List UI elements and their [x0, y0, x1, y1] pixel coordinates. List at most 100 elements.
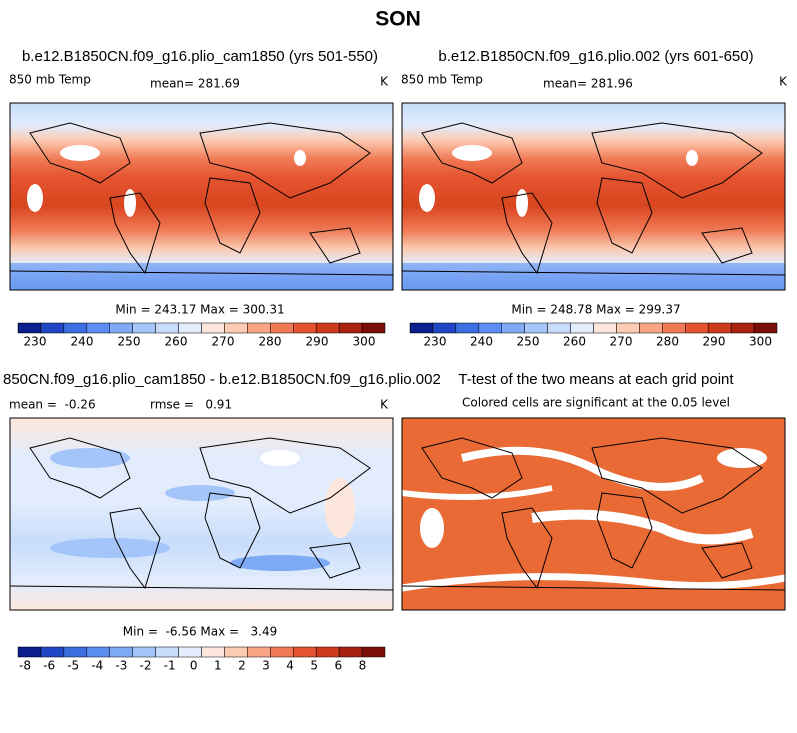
colorbar-cell — [593, 322, 617, 334]
colorbar-cell — [293, 646, 317, 658]
colorbar-cell — [501, 322, 525, 334]
figure-title: SON — [375, 8, 421, 31]
panel-title: b.e12.B1850CN.f09_g16.plio.002 (yrs 601-… — [438, 48, 753, 65]
colorbar-label: 2 — [238, 659, 246, 673]
colorbar: 230 240 250 260 270 280 290 300 — [17, 322, 386, 349]
colorbar-label: 260 — [563, 335, 586, 349]
colorbar-label: 290 — [703, 335, 726, 349]
colorbar-label: 300 — [353, 335, 376, 349]
colorbar-cell — [224, 646, 248, 658]
colorbar-cell — [361, 646, 386, 658]
colorbar-cell — [132, 646, 156, 658]
colorbar-label: 290 — [306, 335, 329, 349]
colorbar-cell — [409, 322, 434, 334]
colorbar-label: 4 — [286, 659, 294, 673]
colorbar-label: -1 — [164, 659, 176, 673]
colorbar-label: 8 — [359, 659, 367, 673]
colorbar-label: -6 — [43, 659, 55, 673]
map — [401, 102, 786, 291]
colorbar-cell — [338, 646, 363, 658]
panel-title: 850CN.f09_g16.plio_cam1850 - b.e12.B1850… — [3, 371, 441, 388]
map — [9, 417, 394, 611]
colorbar-label: -8 — [19, 659, 31, 673]
colorbar-label: -4 — [91, 659, 103, 673]
map — [401, 417, 786, 611]
units-label: K — [380, 75, 389, 89]
mean-label: mean = -0.26 — [9, 398, 96, 412]
panel-subtitle: Colored cells are significant at the 0.0… — [462, 396, 730, 410]
colorbar-cell — [224, 322, 248, 334]
colorbar-label: -3 — [115, 659, 127, 673]
colorbar-cell — [247, 646, 271, 658]
colorbar-cell — [270, 646, 294, 658]
colorbar-label: 240 — [470, 335, 493, 349]
colorbar-cell — [63, 322, 88, 334]
colorbar-label: 280 — [259, 335, 282, 349]
colorbar-cell — [361, 322, 386, 334]
colorbar-label: -5 — [67, 659, 79, 673]
colorbar-cell — [707, 322, 732, 334]
map — [9, 102, 394, 291]
mean-label: mean= 281.69 — [150, 77, 240, 91]
colorbar-label: 5 — [310, 659, 318, 673]
colorbar-label: -2 — [140, 659, 152, 673]
variable-label: 850 mb Temp — [401, 73, 483, 87]
colorbar-cell — [753, 322, 778, 334]
colorbar-label: 260 — [165, 335, 188, 349]
stats-label: Min = -6.56 Max = 3.49 — [123, 625, 278, 639]
colorbar-label: 0 — [190, 659, 198, 673]
colorbar-cell — [40, 322, 65, 334]
colorbar-label: 280 — [656, 335, 679, 349]
colorbar-cell — [109, 646, 133, 658]
colorbar-label: 250 — [118, 335, 141, 349]
colorbar-cell — [247, 322, 271, 334]
colorbar-cell — [155, 646, 179, 658]
colorbar-cell — [685, 322, 709, 334]
panel-title: T-test of the two means at each grid poi… — [458, 371, 734, 388]
mean-label: mean= 281.96 — [543, 77, 633, 91]
colorbar-cell — [86, 322, 110, 334]
stats-label: Min = 248.78 Max = 299.37 — [511, 303, 680, 317]
colorbar: -8 -6 -5 -4 -3 -2 -1 0 1 2 3 4 5 6 8 — [17, 646, 386, 673]
colorbar-cell — [293, 322, 317, 334]
colorbar-label: 6 — [334, 659, 342, 673]
colorbar-cell — [155, 322, 179, 334]
stats-label: Min = 243.17 Max = 300.31 — [115, 303, 284, 317]
colorbar-label: 270 — [610, 335, 633, 349]
colorbar-cell — [639, 322, 663, 334]
colorbar-label: 250 — [517, 335, 540, 349]
colorbar-cell — [662, 322, 686, 334]
colorbar-cell — [547, 322, 571, 334]
colorbar-cell — [524, 322, 548, 334]
colorbar-cell — [455, 322, 480, 334]
colorbar-label: 3 — [262, 659, 270, 673]
colorbar-cell — [17, 322, 42, 334]
colorbar-cell — [17, 646, 42, 658]
units-label: K — [779, 75, 788, 89]
colorbar-cell — [178, 646, 202, 658]
panel-title: b.e12.B1850CN.f09_g16.plio_cam1850 (yrs … — [22, 48, 378, 65]
colorbar-cell — [478, 322, 502, 334]
colorbar-cell — [570, 322, 594, 334]
variable-label: 850 mb Temp — [9, 73, 91, 87]
colorbar-cell — [315, 646, 340, 658]
colorbar-label: 240 — [71, 335, 94, 349]
colorbar-cell — [63, 646, 88, 658]
rmse-label: rmse = 0.91 — [150, 398, 232, 412]
colorbar-cell — [178, 322, 202, 334]
colorbar-cell — [730, 322, 755, 334]
colorbar-cell — [338, 322, 363, 334]
colorbar-cell — [201, 646, 225, 658]
colorbar-cell — [86, 646, 110, 658]
colorbar-label: 300 — [749, 335, 772, 349]
colorbar-cell — [270, 322, 294, 334]
colorbar-cell — [315, 322, 340, 334]
colorbar-cell — [616, 322, 640, 334]
units-label: K — [380, 398, 389, 412]
colorbar-cell — [109, 322, 133, 334]
colorbar: 230 240 250 260 270 280 290 300 — [409, 322, 778, 349]
colorbar-cell — [201, 322, 225, 334]
colorbar-label: 230 — [424, 335, 447, 349]
